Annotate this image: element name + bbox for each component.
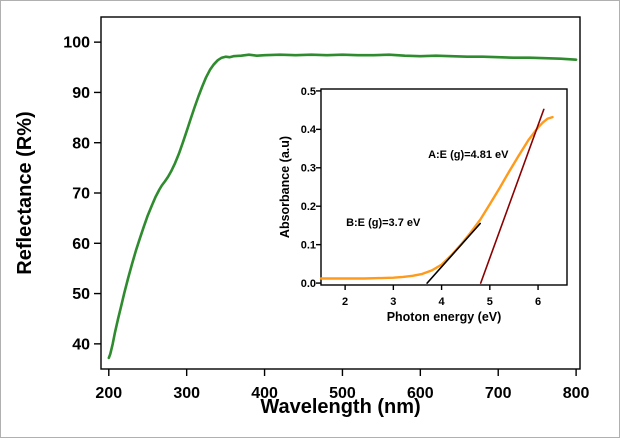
reflectance-spectrum	[107, 53, 578, 360]
y-tick-label: 0.0	[301, 278, 316, 290]
y-tick-label: 0.2	[301, 201, 316, 213]
y-tick-label: 0.3	[301, 163, 316, 175]
y-tick-label: 40	[72, 336, 90, 353]
main-plot: 200 300 400 500 600 700 800 40 50 60 70 80 90 100 Wave…	[14, 16, 590, 418]
tangent-line-A	[479, 108, 545, 284]
tangent-line-B	[426, 222, 482, 284]
inset-ylabel: Absorbance (a.u)	[278, 136, 292, 238]
inset-annotation-1: B:E (g)=3.7 eV	[346, 217, 421, 229]
x-tick-label: 6	[535, 296, 541, 308]
main-ylabel: Reflectance (R%)	[14, 111, 36, 274]
x-tick-label: 600	[407, 385, 434, 402]
inset-background	[283, 83, 575, 327]
inset-plot: 2 3 4 5 6 0.0 0.1 0.2 0.3 0.4 0.5 Photon energy (eV…	[278, 83, 575, 327]
x-tick-label: 800	[563, 385, 590, 402]
x-tick-label: 400	[251, 385, 278, 402]
inset-axes-box	[320, 88, 568, 286]
x-tick-label: 200	[95, 385, 122, 402]
y-tick-label: 90	[72, 85, 90, 102]
y-tick-label: 70	[72, 186, 90, 203]
main-xlabel: Wavelength (nm)	[260, 396, 420, 418]
y-tick-label: 0.4	[301, 124, 317, 136]
x-tick-label: 3	[390, 296, 396, 308]
y-tick-label: 50	[72, 286, 90, 303]
x-tick-label: 5	[487, 296, 493, 308]
x-tick-label: 500	[329, 385, 356, 402]
x-tick-label: 700	[485, 385, 512, 402]
x-tick-label: 4	[439, 296, 446, 308]
y-tick-label: 0.1	[301, 239, 316, 251]
y-tick-label: 100	[63, 35, 90, 52]
inset-xlabel: Photon energy (eV)	[387, 310, 502, 324]
x-tick-label: 2	[342, 296, 348, 308]
y-tick-label: 80	[72, 135, 90, 152]
y-tick-label: 60	[72, 236, 90, 253]
y-tick-label: 0.5	[301, 86, 316, 98]
inset-annotation-0: A:E (g)=4.81 eV	[428, 149, 509, 161]
x-tick-label: 300	[173, 385, 200, 402]
